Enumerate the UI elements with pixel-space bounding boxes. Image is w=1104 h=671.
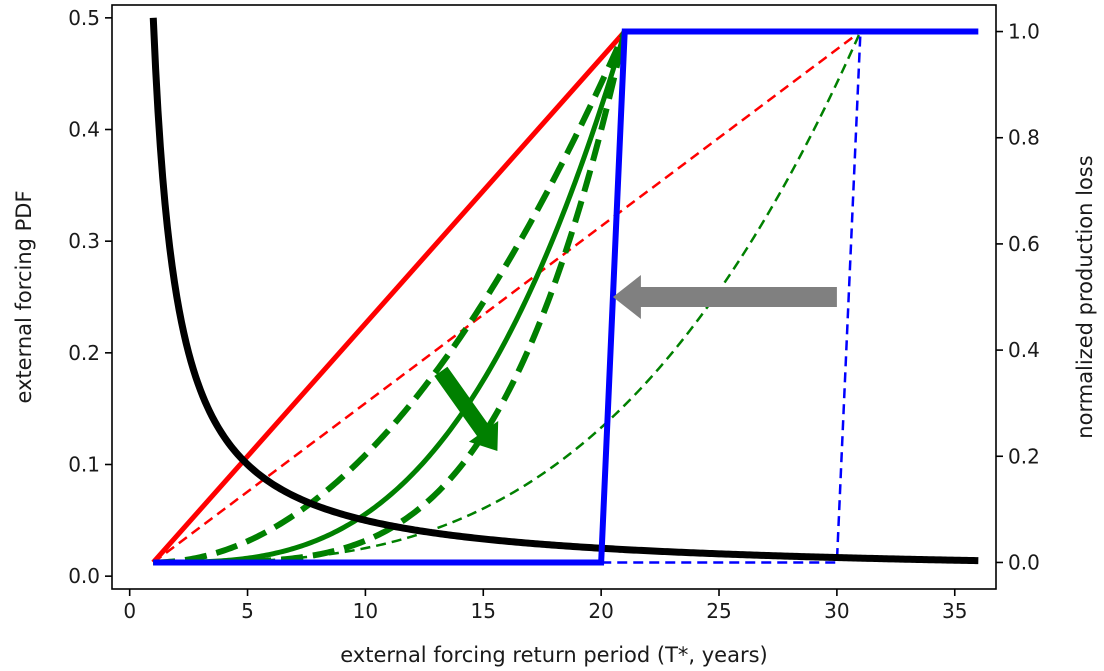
plot-marks [149, 17, 979, 566]
x-tick-label-7: 35 [942, 599, 967, 623]
y-right-tick-label-1: 0.2 [1008, 444, 1040, 468]
axes: 0 5 10 15 20 25 30 35 0.0 0.1 0.2 0.3 0.4 0.5 0.0 0.2 0.… [68, 6, 1040, 623]
y-right-tick-label-0: 0.0 [1008, 550, 1040, 574]
y-left-tick-label-0: 0.0 [68, 564, 100, 588]
y-axis-title-left: external forcing PDF [12, 190, 36, 403]
y-left-tick-label-3: 0.3 [68, 229, 100, 253]
y-right-tick-label-5: 1.0 [1008, 20, 1040, 44]
y-left-tick-label-4: 0.4 [68, 118, 100, 142]
series-line-1 [151, 29, 627, 565]
y-right-tick-label-3: 0.6 [1008, 232, 1040, 256]
y-left-tick-label-5: 0.5 [68, 6, 100, 30]
x-tick-label-5: 25 [706, 599, 731, 623]
x-tick-label-4: 20 [588, 599, 613, 623]
y-axis-title-right: normalized production loss [1073, 155, 1097, 438]
annotation-arrow-0 [612, 275, 837, 319]
x-tick-label-6: 30 [824, 599, 849, 623]
x-tick-label-0: 0 [123, 599, 136, 623]
y-left-tick-label-2: 0.2 [68, 341, 100, 365]
x-tick-label-3: 15 [471, 599, 496, 623]
series-line-3 [153, 30, 628, 566]
x-tick-label-2: 10 [353, 599, 378, 623]
series-line-2 [152, 30, 862, 564]
x-axis-title: external forcing return period (T*, year… [340, 643, 768, 667]
annotation-arrow-1 [434, 366, 499, 451]
x-tick-label-1: 5 [241, 599, 254, 623]
y-right-tick-label-4: 0.8 [1008, 126, 1040, 150]
y-right-tick-label-2: 0.4 [1008, 338, 1040, 362]
y-left-tick-label-1: 0.1 [68, 452, 100, 476]
series-line-0 [149, 17, 979, 565]
plot-frame [111, 4, 997, 590]
